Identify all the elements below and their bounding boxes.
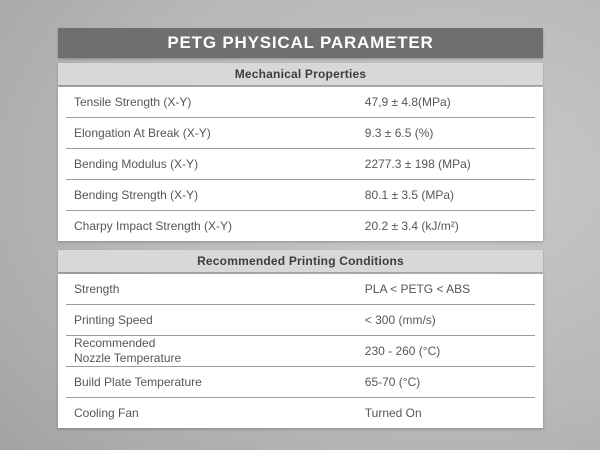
parameter-label: Cooling Fan: [74, 405, 139, 420]
table-row: Bending Strength (X-Y) 80.1 ± 3.5 (MPa): [66, 179, 535, 210]
sections-container: Mechanical Properties Tensile Strength (…: [58, 63, 543, 428]
table-row: Strength PLA < PETG < ABS: [66, 274, 535, 304]
table-row: Charpy Impact Strength (X-Y) 20.2 ± 3.4 …: [66, 210, 535, 241]
parameter-label: Recommended Nozzle Temperature: [74, 336, 182, 365]
table-row: Bending Modulus (X-Y) 2277.3 ± 198 (MPa): [66, 148, 535, 179]
parameter-value: < 300 (mm/s): [364, 312, 436, 327]
parameter-value: 47,9 ± 4.8(MPa): [364, 94, 451, 109]
table-row: Tensile Strength (X-Y) 47,9 ± 4.8(MPa): [66, 87, 535, 117]
section-header: Recommended Printing Conditions: [58, 250, 543, 272]
parameter-section: Recommended Printing Conditions Strength…: [58, 250, 543, 428]
page-title: PETG PHYSICAL PARAMETER: [58, 28, 543, 58]
parameter-value: PLA < PETG < ABS: [364, 281, 471, 296]
table-row: Cooling Fan Turned On: [66, 397, 535, 428]
section-header: Mechanical Properties: [58, 63, 543, 85]
parameter-value: 20.2 ± 3.4 (kJ/m²): [364, 218, 459, 233]
parameter-label: Elongation At Break (X-Y): [74, 125, 211, 140]
parameter-value: Turned On: [364, 405, 422, 420]
parameter-value: 9.3 ± 6.5 (%): [364, 125, 434, 140]
parameter-label: Printing Speed: [74, 312, 153, 327]
parameter-label: Bending Strength (X-Y): [74, 187, 199, 202]
table-row: Build Plate Temperature 65-70 (°C): [66, 366, 535, 397]
parameter-label: Build Plate Temperature: [74, 374, 202, 389]
parameter-section: Mechanical Properties Tensile Strength (…: [58, 63, 543, 241]
parameter-label: Bending Modulus (X-Y): [74, 156, 199, 171]
parameter-value: 65-70 (°C): [364, 374, 421, 389]
parameter-table: Tensile Strength (X-Y) 47,9 ± 4.8(MPa) E…: [58, 87, 543, 241]
parameter-label: Tensile Strength (X-Y): [74, 94, 192, 109]
parameter-value: 80.1 ± 3.5 (MPa): [364, 187, 455, 202]
parameter-label: Strength: [74, 281, 120, 296]
parameter-value: 2277.3 ± 198 (MPa): [364, 156, 471, 171]
parameter-table: Strength PLA < PETG < ABS Printing Speed…: [58, 274, 543, 428]
table-row: Recommended Nozzle Temperature 230 - 260…: [66, 335, 535, 366]
table-row: Printing Speed < 300 (mm/s): [66, 304, 535, 335]
table-row: Elongation At Break (X-Y) 9.3 ± 6.5 (%): [66, 117, 535, 148]
parameter-label: Charpy Impact Strength (X-Y): [74, 218, 233, 233]
parameter-value: 230 - 260 (°C): [364, 343, 441, 358]
parameter-card: PETG PHYSICAL PARAMETER Mechanical Prope…: [58, 28, 543, 428]
